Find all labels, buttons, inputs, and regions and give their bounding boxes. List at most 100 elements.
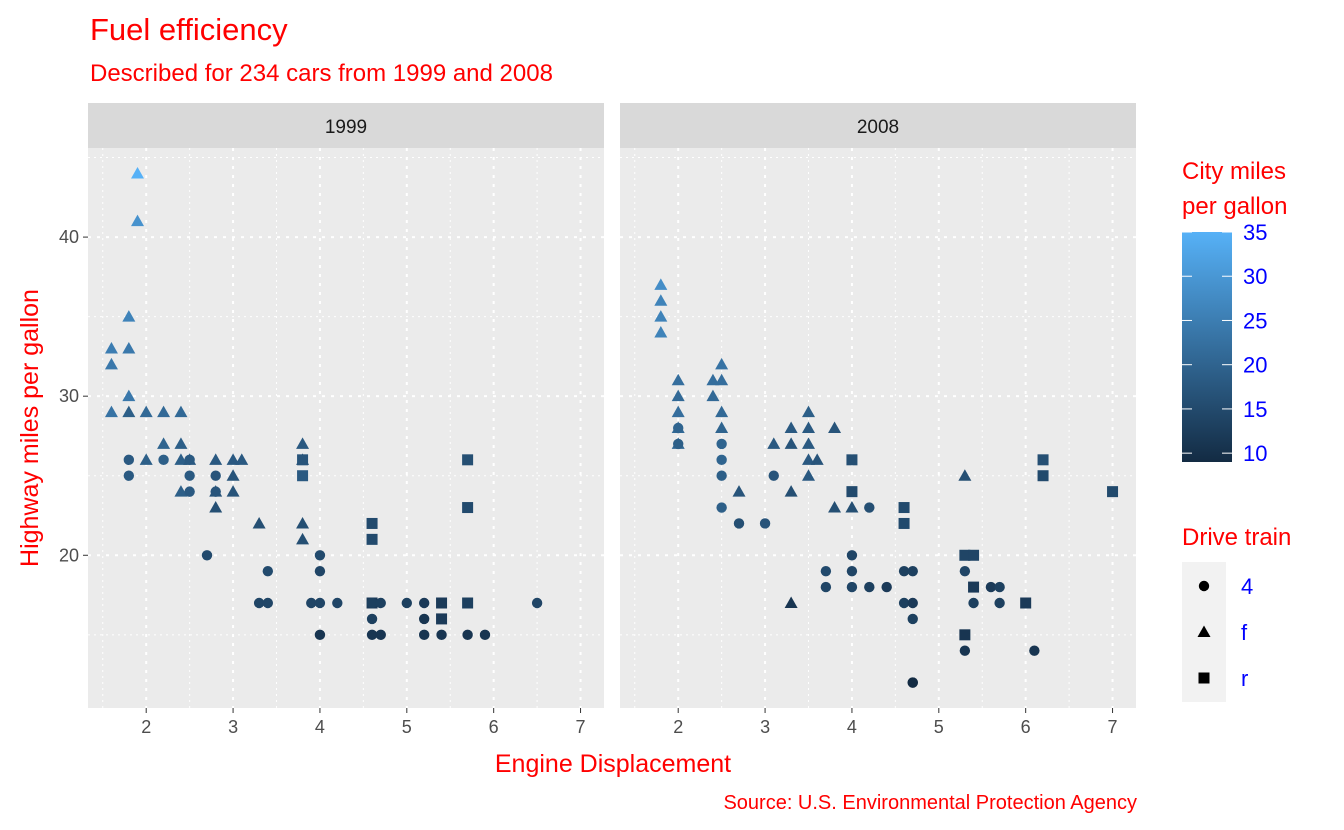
shape-legend: Drive train 4 fr [1182,524,1291,702]
data-point [654,278,668,290]
data-point [174,405,188,418]
data-point [671,405,685,418]
data-point [846,565,858,577]
data-point [1037,470,1049,482]
data-point [907,597,918,609]
y-axis-title: Highway miles per gallon [16,289,44,567]
data-point [296,516,310,529]
data-point [1020,597,1032,609]
color-bar-label: 10 [1243,441,1267,466]
color-legend-title-line1: City miles [1182,158,1286,185]
data-point [436,597,448,609]
data-point [881,581,892,593]
color-legend: City miles per gallon 10 15 20 25 30 35 [1182,158,1287,466]
x-tick-label: 6 [489,717,499,737]
data-point [715,421,729,433]
data-point [314,550,326,561]
data-point [209,453,223,465]
data-point [959,565,971,577]
data-point [531,597,543,609]
data-point [104,341,118,354]
data-point [968,549,980,561]
data-point [123,470,135,481]
data-point [958,469,972,481]
color-bar-label: 25 [1243,308,1267,333]
data-point [226,453,240,465]
data-point [828,421,842,433]
legend-key-circle-icon [1198,580,1210,592]
x-tick-label: 5 [934,717,944,737]
data-point [898,517,910,529]
data-point [436,629,447,641]
data-point [462,629,473,641]
data-point [366,517,378,529]
data-point [654,294,668,306]
data-point [820,581,832,593]
data-point [985,581,997,593]
data-point [846,486,858,498]
data-point [706,389,720,402]
data-point [184,486,195,497]
data-point [898,502,910,514]
chart-subtitle: Described for 234 cars from 1999 and 200… [90,60,553,87]
data-point [418,597,430,609]
data-point [784,421,798,433]
data-point [768,470,779,481]
chart-caption: Source: U.S. Environmental Protection Ag… [723,792,1137,814]
data-point [994,597,1005,609]
data-point [122,310,136,322]
facet-panel-2008: 2008 2 3 4 5 6 7 [620,103,1136,737]
data-point [104,405,118,418]
data-point [184,470,195,481]
data-point [864,502,875,513]
data-point [845,501,859,513]
data-point [810,453,824,465]
data-point [157,437,171,449]
x-tick-label: 2 [673,717,683,737]
facet-strip [620,103,1136,148]
data-point [418,613,430,625]
y-tick-label: 30 [59,386,79,406]
data-point [1107,486,1119,498]
data-point [654,326,668,338]
facet-strip-label: 2008 [857,117,899,138]
data-point [174,485,188,497]
data-point [123,454,135,466]
data-point [994,581,1005,593]
legend-label: f [1241,620,1248,645]
data-point [716,470,727,481]
data-point [968,581,980,593]
data-point [122,405,136,418]
data-point [366,613,378,625]
data-point [673,422,684,434]
data-point [654,310,668,322]
data-point [296,532,310,545]
data-point [314,629,326,641]
x-tick-label: 7 [1108,717,1118,737]
data-point [366,629,378,641]
data-point [226,469,240,481]
panel-background [620,148,1136,708]
data-point [759,518,771,529]
data-point [174,437,188,449]
data-point [846,454,858,466]
facet-strip-label: 1999 [325,117,367,138]
data-point [262,565,274,577]
data-point [907,565,918,577]
y-tick-label: 20 [59,545,79,565]
data-point [907,677,918,688]
data-point [802,453,816,465]
data-point [226,485,240,497]
x-tick-label: 3 [760,717,770,737]
panel-background [88,148,604,708]
data-point [898,565,910,577]
legend-label: 4 [1241,574,1253,599]
data-point [375,597,386,609]
data-point [802,405,816,418]
data-point [784,596,798,608]
data-point [375,629,386,641]
data-point [366,533,378,545]
legend-label: r [1241,666,1248,691]
data-point [366,597,378,609]
data-point [262,597,274,609]
